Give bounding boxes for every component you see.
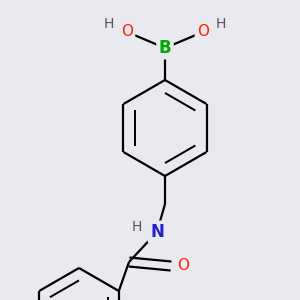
Text: B: B (159, 39, 171, 57)
Text: H: H (132, 220, 142, 234)
Text: O: O (177, 259, 189, 274)
Text: H: H (216, 17, 226, 31)
Text: O: O (197, 25, 209, 40)
Text: N: N (150, 223, 164, 241)
Text: H: H (104, 17, 114, 31)
Text: O: O (121, 25, 133, 40)
